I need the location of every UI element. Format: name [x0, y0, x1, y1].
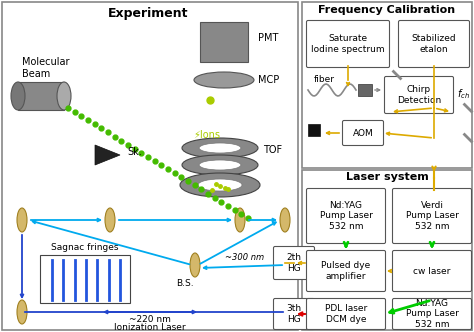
Text: ⚡Ions: ⚡Ions	[193, 130, 220, 140]
Text: ~300 nm: ~300 nm	[225, 253, 264, 262]
FancyBboxPatch shape	[384, 76, 454, 114]
Text: Sk.: Sk.	[127, 147, 142, 157]
Text: Chirp
Detection: Chirp Detection	[397, 85, 441, 105]
Text: Verdi
Pump Laser
532 nm: Verdi Pump Laser 532 nm	[406, 201, 458, 231]
Ellipse shape	[180, 173, 260, 197]
FancyBboxPatch shape	[392, 189, 472, 243]
Text: PMT: PMT	[258, 33, 278, 43]
Bar	[2, 2, 298, 330]
Text: Stabilized
etalon: Stabilized etalon	[412, 34, 456, 54]
Ellipse shape	[105, 208, 115, 232]
Ellipse shape	[194, 72, 254, 88]
Text: Saturate
Iodine spectrum: Saturate Iodine spectrum	[311, 34, 385, 54]
Text: Ionization Laser: Ionization Laser	[114, 323, 186, 332]
FancyBboxPatch shape	[307, 189, 385, 243]
Bar	[40, 255, 130, 303]
Bar	[18, 82, 64, 110]
FancyBboxPatch shape	[392, 251, 472, 291]
Text: MCP: MCP	[258, 75, 279, 85]
Ellipse shape	[280, 300, 290, 324]
Text: PDL laser
DCM dye: PDL laser DCM dye	[325, 304, 367, 324]
Bar	[302, 2, 472, 168]
FancyBboxPatch shape	[343, 121, 383, 145]
Text: fiber: fiber	[314, 75, 335, 85]
Text: 2th
HG: 2th HG	[286, 253, 301, 273]
FancyBboxPatch shape	[307, 298, 385, 329]
Text: Nd:YAG
Pump Laser
532 nm: Nd:YAG Pump Laser 532 nm	[319, 201, 373, 231]
FancyBboxPatch shape	[399, 21, 470, 67]
Polygon shape	[95, 145, 120, 165]
Ellipse shape	[199, 143, 241, 153]
Text: B.S.: B.S.	[176, 280, 194, 289]
Text: Experiment: Experiment	[108, 8, 188, 21]
Ellipse shape	[11, 82, 25, 110]
Ellipse shape	[199, 160, 241, 170]
FancyBboxPatch shape	[273, 246, 315, 280]
Bar	[358, 84, 372, 96]
Text: Laser system: Laser system	[346, 172, 428, 182]
Ellipse shape	[280, 208, 290, 232]
FancyBboxPatch shape	[273, 298, 315, 329]
Ellipse shape	[17, 208, 27, 232]
FancyBboxPatch shape	[307, 21, 390, 67]
Ellipse shape	[57, 82, 71, 110]
Text: AOM: AOM	[353, 128, 374, 137]
Text: ~220 nm: ~220 nm	[129, 315, 171, 324]
FancyBboxPatch shape	[307, 251, 385, 291]
Ellipse shape	[182, 155, 258, 175]
Bar	[200, 22, 248, 62]
Ellipse shape	[17, 300, 27, 324]
FancyBboxPatch shape	[392, 298, 472, 329]
Text: 3th
HG: 3th HG	[286, 304, 301, 324]
Text: cw laser: cw laser	[413, 267, 451, 276]
Text: TOF: TOF	[263, 145, 282, 155]
Ellipse shape	[198, 179, 242, 191]
Text: Nd:YAG
Pump Laser
532 nm: Nd:YAG Pump Laser 532 nm	[406, 299, 458, 329]
Text: Molecular
Beam: Molecular Beam	[22, 57, 70, 79]
Ellipse shape	[182, 138, 258, 158]
Bar	[308, 124, 320, 136]
Text: $f_{ch}$: $f_{ch}$	[457, 87, 470, 101]
Text: Frequency Calibration: Frequency Calibration	[319, 5, 456, 15]
Text: Pulsed dye
amplifier: Pulsed dye amplifier	[321, 261, 371, 281]
Bar	[302, 170, 472, 330]
Ellipse shape	[235, 208, 245, 232]
Text: Sagnac fringes: Sagnac fringes	[51, 243, 119, 253]
Ellipse shape	[190, 253, 200, 277]
